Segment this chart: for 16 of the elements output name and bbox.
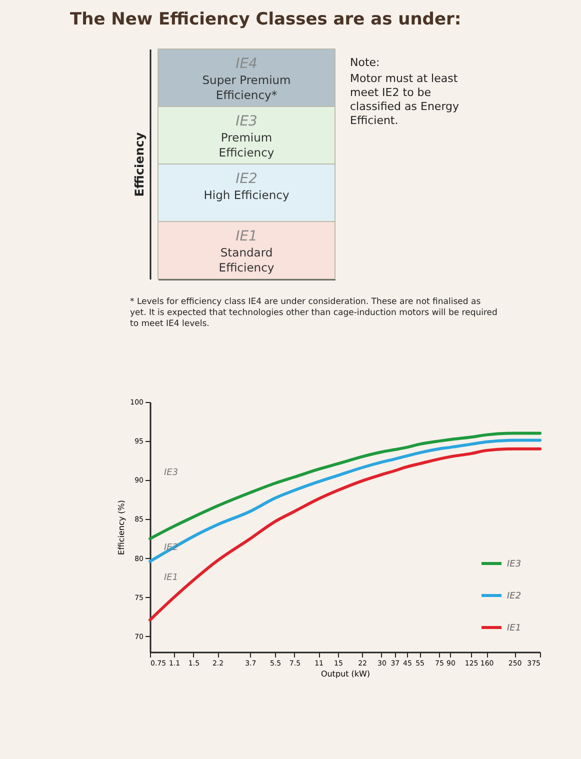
text: Motor must at least meet IE2 to be classified as Energy Efficient.: [350, 72, 460, 127]
y-axis-title: Efficiency (%): [117, 500, 126, 555]
text: Note:: [350, 56, 380, 69]
text: IE4 Super Premium Efficiency*: [202, 56, 291, 102]
legend-label: IE1: [507, 624, 522, 634]
text: IE1 Standard Efficiency: [218, 228, 274, 274]
text: IE3 Premium Efficiency: [218, 113, 274, 160]
text: IE2 High Efficiency: [204, 170, 290, 202]
chart-title: The New Efficiency Classes are as under:: [70, 10, 462, 30]
annotation: IE1: [164, 573, 178, 583]
x-axis-title: Output (kW): [320, 670, 370, 678]
text: * Levels for efficiency class IE4 are under consideration. These are not finalised as yet. It is expected that technologies other than cage-induction motors will be required to meet IE4 levels.: [130, 297, 498, 329]
annotation: IE3: [164, 468, 178, 478]
legend-label: IE3: [507, 560, 522, 570]
legend-label: IE2: [507, 592, 522, 602]
y-axis-title: Efficiency: [132, 132, 146, 197]
